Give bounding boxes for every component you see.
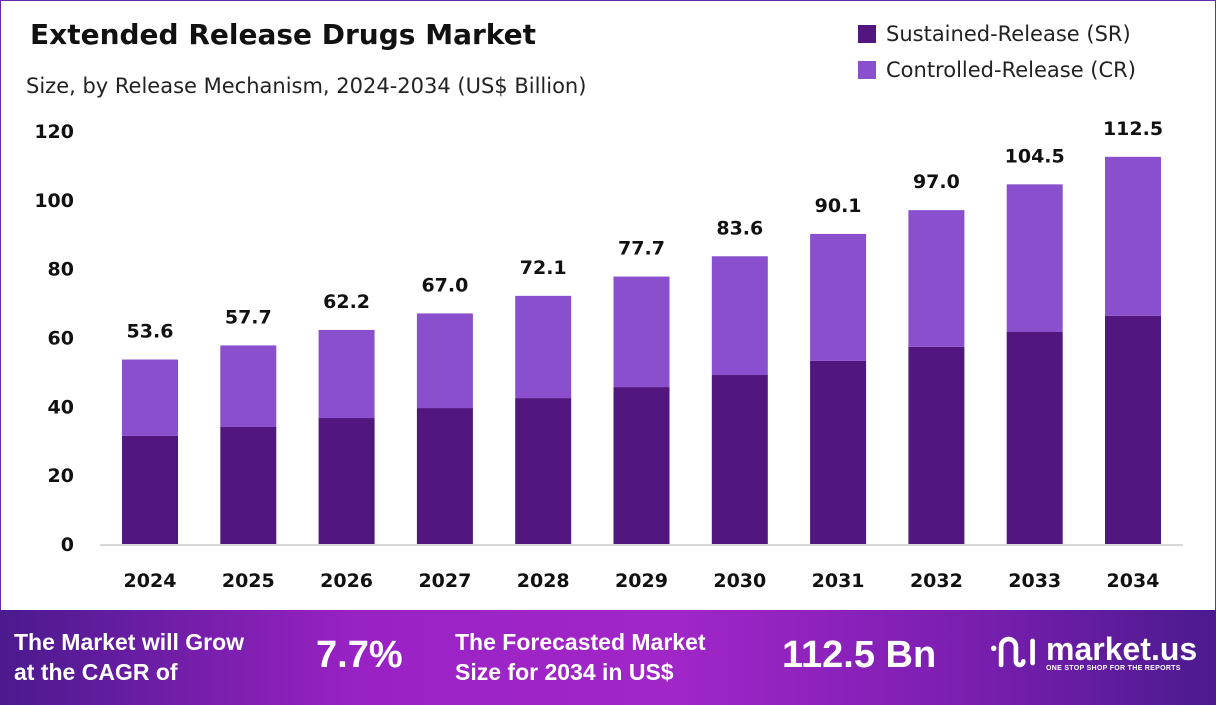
bar-cr [613,276,670,388]
logo-tagline: ONE STOP SHOP FOR THE REPORTS [1046,664,1181,672]
bar-cr [122,359,178,436]
logo-name: market.us [1046,630,1198,667]
y-tick-label: 20 [48,465,74,487]
forecast-text-line2: Size for 2034 in US$ [455,659,674,685]
x-tick-label: 2026 [320,570,373,592]
bar-cr [711,256,768,376]
total-label: 53.6 [127,321,174,343]
bar-cr [318,329,375,419]
x-tick-label: 2025 [222,570,275,592]
forecast-text-line1: The Forecasted Market [455,629,706,655]
legend-item-sr: Sustained-Release (SR) [858,16,1136,52]
total-label: 90.1 [815,195,862,217]
bar-cr [1105,156,1161,316]
x-tick-label: 2027 [418,570,471,592]
bar-sr [613,387,670,544]
bar-cr [416,313,473,409]
x-tick-label: 2030 [713,570,766,592]
y-tick-label: 80 [48,259,74,281]
bar-sr [1006,331,1063,544]
y-tick-label: 60 [48,328,74,350]
legend-label-cr: Controlled-Release (CR) [886,58,1136,82]
legend-swatch-cr [858,61,876,79]
x-tick-label: 2029 [615,570,668,592]
bar-sr [318,418,375,544]
total-label: 72.1 [520,257,567,279]
bar-sr [711,375,768,544]
y-tick-label: 120 [34,121,74,143]
bar-cr [908,210,965,347]
x-tick-label: 2031 [812,570,865,592]
bar-sr [515,398,572,544]
total-label: 83.6 [716,217,763,239]
chart-title: Extended Release Drugs Market [30,18,537,51]
total-label: 97.0 [913,171,960,193]
total-label: 67.0 [421,274,468,296]
bar-sr [810,360,867,544]
legend-label-sr: Sustained-Release (SR) [886,22,1131,46]
cagr-text: The Market will Grow at the CAGR of [14,627,244,687]
total-label: 57.7 [225,306,272,328]
total-label: 104.5 [1005,145,1065,167]
bar-sr [122,435,178,544]
bar-cr [515,295,572,399]
x-tick-label: 2028 [517,570,570,592]
bar-sr [1105,315,1161,544]
forecast-text: The Forecasted Market Size for 2034 in U… [455,627,706,687]
bar-sr [908,346,965,544]
total-label: 77.7 [618,238,665,260]
cagr-text-line2: at the CAGR of [14,659,178,685]
logo-icon [990,636,1035,668]
bar-cr [220,345,277,427]
y-tick-label: 100 [34,190,74,212]
bar-chart: 0 20 40 60 80 100 120 53.6 2024 57.7 2025 62.2 2026 6… [34,118,1183,592]
cagr-text-line1: The Market will Grow [14,629,245,655]
bar-cr [810,233,867,361]
total-label: 112.5 [1103,118,1163,140]
bar-sr [220,426,277,544]
bar-cr [1006,184,1063,332]
x-tick-label: 2034 [1107,570,1160,592]
footer-banner: The Market will Grow at the CAGR of 7.7%… [0,610,1216,705]
x-tick-label: 2032 [910,570,963,592]
x-tick-label: 2024 [124,570,177,592]
bar-sr [416,408,473,544]
legend: Sustained-Release (SR) Controlled-Releas… [858,16,1136,88]
cagr-value: 7.7% [316,634,403,676]
legend-item-cr: Controlled-Release (CR) [858,52,1136,88]
y-tick-label: 40 [48,396,74,418]
chart-subtitle: Size, by Release Mechanism, 2024-2034 (U… [26,74,587,98]
total-label: 62.2 [323,291,370,313]
market-us-logo: market.us ONE STOP SHOP FOR THE REPORTS [990,632,1197,672]
forecast-value: 112.5 Bn [782,634,937,676]
legend-swatch-sr [858,25,876,43]
y-tick-label: 0 [61,534,74,556]
x-tick-label: 2033 [1008,570,1061,592]
